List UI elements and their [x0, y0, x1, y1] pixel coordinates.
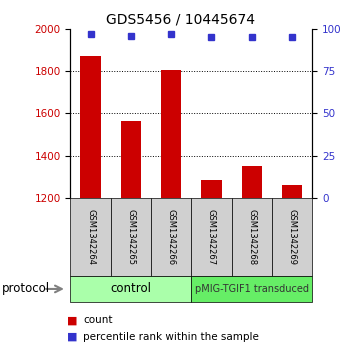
Text: pMIG-TGIF1 transduced: pMIG-TGIF1 transduced: [195, 284, 309, 294]
Text: ■: ■: [67, 331, 77, 342]
Text: GSM1342267: GSM1342267: [207, 209, 216, 265]
Text: GDS5456 / 10445674: GDS5456 / 10445674: [106, 13, 255, 27]
Text: control: control: [110, 282, 151, 295]
Text: percentile rank within the sample: percentile rank within the sample: [83, 331, 259, 342]
Bar: [81, 57, 101, 198]
Text: ■: ■: [67, 315, 77, 325]
Bar: [242, 166, 262, 198]
Text: GSM1342266: GSM1342266: [167, 209, 176, 265]
Text: GSM1342269: GSM1342269: [288, 209, 297, 265]
Text: protocol: protocol: [2, 282, 50, 295]
Bar: [201, 180, 222, 198]
Bar: [121, 121, 141, 198]
Text: GSM1342265: GSM1342265: [126, 209, 135, 265]
Text: GSM1342268: GSM1342268: [247, 209, 256, 265]
Bar: [161, 70, 181, 198]
Bar: [282, 185, 302, 198]
Text: GSM1342264: GSM1342264: [86, 209, 95, 265]
Text: count: count: [83, 315, 113, 325]
